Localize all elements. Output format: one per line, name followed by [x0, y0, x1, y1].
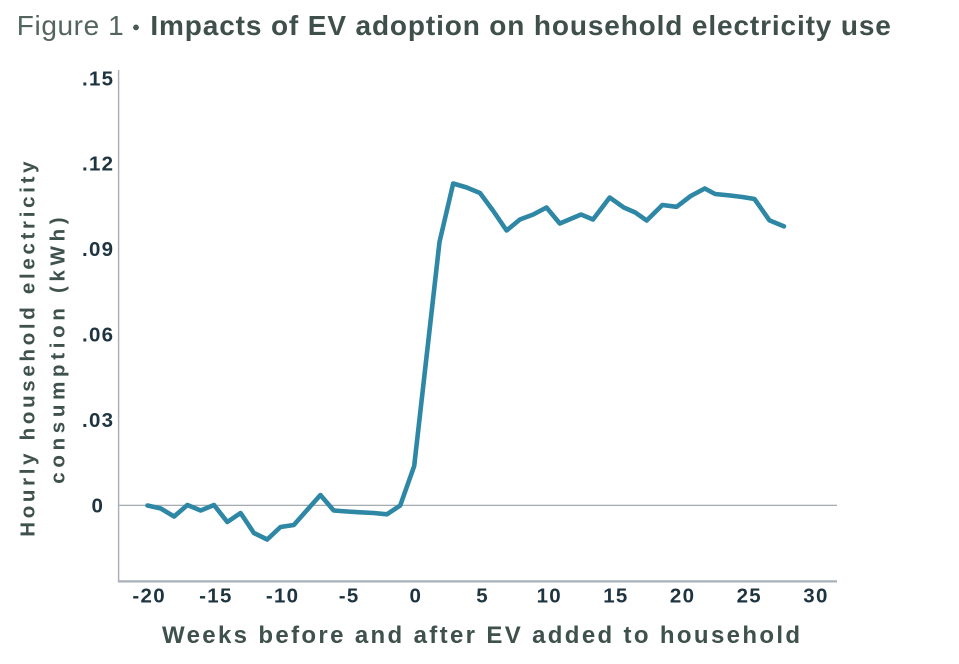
svg-text:Figure 1: Figure 1: [17, 10, 125, 41]
svg-text:Impacts of EV adoption on hous: Impacts of EV adoption on household elec…: [150, 10, 891, 41]
svg-text:-20: -20: [132, 585, 166, 608]
svg-text:20: 20: [670, 585, 695, 608]
svg-text:10: 10: [537, 585, 562, 608]
svg-text:.15: .15: [82, 67, 114, 90]
svg-text:15: 15: [603, 585, 628, 608]
svg-text:30: 30: [803, 585, 828, 608]
svg-text:5: 5: [476, 585, 489, 608]
svg-text:Hourly household electricity: Hourly household electricity: [17, 158, 40, 537]
svg-text:consumption (kWh): consumption (kWh): [47, 213, 70, 484]
svg-text:.09: .09: [82, 238, 114, 261]
svg-text:-15: -15: [199, 585, 233, 608]
svg-text:.06: .06: [82, 324, 114, 347]
svg-text:0: 0: [410, 585, 423, 608]
svg-text:.03: .03: [82, 409, 114, 432]
svg-text:-5: -5: [339, 585, 360, 608]
svg-text:.12: .12: [82, 153, 114, 176]
svg-text:-10: -10: [266, 585, 300, 608]
svg-text:Weeks before and after EV adde: Weeks before and after EV added to house…: [162, 622, 802, 649]
svg-text:25: 25: [737, 585, 762, 608]
svg-text:0: 0: [91, 494, 104, 517]
